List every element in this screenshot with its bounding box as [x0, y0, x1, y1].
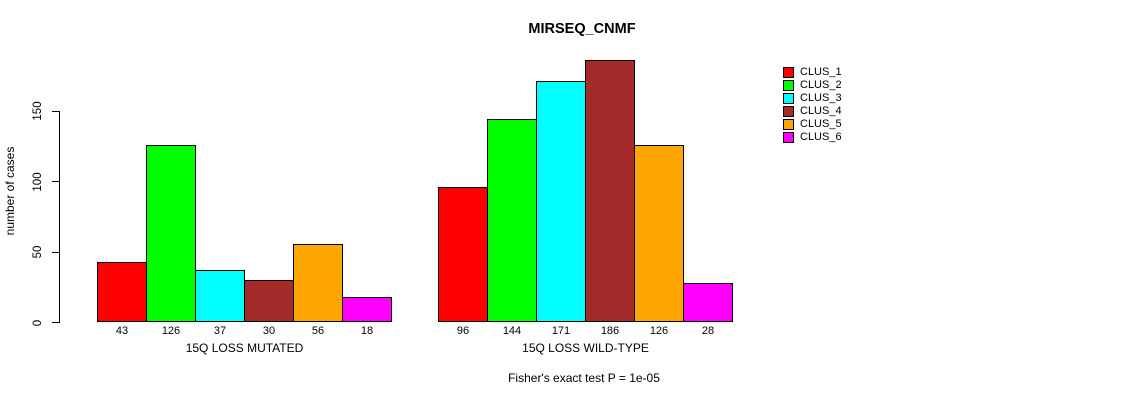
bar-value-label: 144: [502, 325, 522, 337]
bar-value-label: 96: [456, 325, 470, 337]
bar: [146, 144, 196, 323]
y-axis-line: [59, 111, 60, 323]
bar-value-label: 126: [161, 325, 181, 337]
y-tick-label: 50: [32, 245, 44, 259]
bar-value-label: 37: [213, 325, 227, 337]
group-label: 15Q LOSS MUTATED: [185, 341, 304, 355]
bar-value-label: 56: [311, 325, 325, 337]
y-tick-label: 100: [32, 171, 44, 192]
bar-value-label: 43: [115, 325, 129, 337]
legend-label: CLUS_2: [800, 78, 842, 91]
bar: [195, 270, 245, 323]
fisher-test-annotation: Fisher's exact test P = 1e-05: [508, 371, 660, 385]
bar: [342, 297, 392, 323]
legend-item: CLUS_2: [783, 79, 842, 92]
bar-value-label: 171: [551, 325, 571, 337]
group-label: 15Q LOSS WILD-TYPE: [522, 341, 649, 355]
legend-item: CLUS_1: [783, 66, 842, 79]
legend-swatch: [783, 131, 794, 143]
legend-swatch: [783, 118, 794, 130]
bar: [438, 187, 488, 323]
y-tick: [52, 322, 59, 323]
legend-swatch: [783, 79, 794, 91]
bar: [683, 283, 733, 323]
legend-label: CLUS_4: [800, 104, 842, 117]
bar: [293, 243, 343, 323]
bar: [97, 261, 147, 323]
bar: [244, 280, 294, 323]
legend-swatch: [783, 92, 794, 104]
legend-swatch: [783, 66, 794, 78]
bar-value-label: 126: [649, 325, 669, 337]
y-tick: [52, 181, 59, 182]
bar: [536, 81, 586, 323]
bar: [585, 60, 635, 323]
y-tick: [52, 251, 59, 253]
bar-value-label: 186: [600, 325, 620, 337]
legend-label: CLUS_5: [800, 117, 842, 130]
bar: [634, 144, 684, 323]
legend-label: CLUS_1: [800, 65, 842, 78]
y-tick-label: 150: [32, 101, 44, 121]
legend-item: CLUS_6: [783, 131, 842, 144]
legend-item: CLUS_5: [783, 118, 842, 131]
legend-item: CLUS_3: [783, 92, 842, 105]
legend-label: CLUS_6: [800, 130, 842, 143]
bar-value-label: 18: [360, 325, 374, 337]
y-axis-title: number of cases: [3, 146, 17, 236]
y-tick: [52, 110, 59, 112]
bar: [487, 119, 537, 323]
legend-label: CLUS_3: [800, 91, 842, 104]
y-tick-label: 0: [32, 319, 44, 326]
bar-value-label: 28: [701, 325, 715, 337]
bar-value-label: 30: [262, 325, 276, 337]
chart-title: MIRSEQ_CNMF: [528, 21, 636, 37]
legend-item: CLUS_4: [783, 105, 842, 118]
legend-swatch: [783, 105, 794, 117]
